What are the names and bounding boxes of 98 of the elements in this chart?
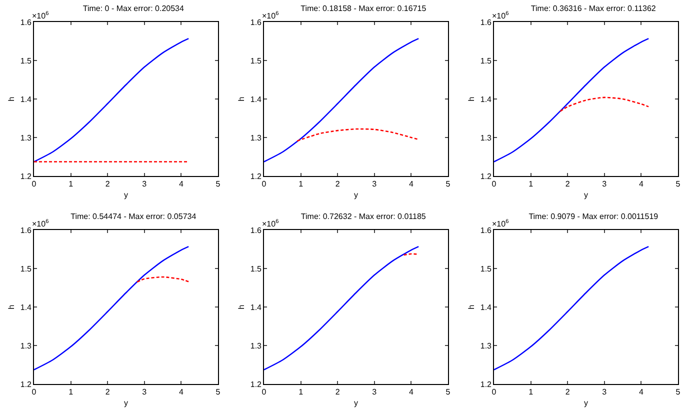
- y-tick-label: 1.3: [250, 341, 262, 350]
- x-tick-label: 0: [262, 180, 267, 188]
- y-tick-label: 1.4: [250, 302, 262, 312]
- x-tick-label: 4: [638, 388, 644, 396]
- text: ×10$^{6}$: [262, 11, 279, 20]
- y-tick-label: 1.4: [250, 94, 262, 104]
- y-tick-label: 1.3: [480, 133, 492, 142]
- y-axis-title: h: [237, 96, 246, 102]
- line-series: [264, 246, 420, 370]
- y-tick-label: 1.5: [20, 56, 32, 66]
- chart-title: Time: 0.36316 - Max error: 0.11362: [530, 4, 656, 13]
- y-tick-label: 1.2: [480, 380, 492, 389]
- x-tick-label: 1: [528, 388, 534, 396]
- x-tick-label: 4: [638, 180, 644, 188]
- x-tick-label: 3: [602, 388, 608, 396]
- x-tick-label: 3: [602, 180, 608, 188]
- x-tick-label: 1: [298, 180, 304, 188]
- y-tick-label: 1.4: [20, 302, 32, 312]
- text: ×10$^{6}$: [32, 11, 49, 20]
- y-tick-label: 1.5: [250, 264, 262, 274]
- x-axis-title: y: [124, 190, 128, 200]
- x-axis-title: y: [354, 190, 358, 200]
- x-tick-label: 1: [68, 388, 74, 396]
- y-tick-label: 1.5: [20, 264, 32, 274]
- y-tick-label: 1.6: [480, 18, 492, 27]
- line-series: [34, 38, 190, 162]
- y-tick-label: 1.2: [20, 172, 32, 181]
- x-tick-label: 2: [105, 180, 110, 188]
- x-axis-title: y: [584, 190, 588, 200]
- chart-title: Time: 0.54474 - Max error: 0.05734: [70, 212, 197, 221]
- line-series: [296, 128, 420, 142]
- line-series: [494, 246, 650, 370]
- y-tick-label: 1.5: [250, 56, 262, 66]
- y-tick-label: 1.6: [250, 18, 262, 27]
- x-tick-label: 2: [335, 180, 340, 188]
- chart-title: Time: 0 - Max error: 0.20534: [82, 4, 184, 13]
- y-tick-label: 1.6: [20, 226, 32, 235]
- y-tick-label: 1.3: [20, 341, 32, 350]
- y-tick-label: 1.6: [480, 226, 492, 235]
- x-axis-title: y: [354, 398, 358, 408]
- chart-title: Time: 0.72632 - Max error: 0.01185: [300, 212, 426, 221]
- y-tick-label: 1.2: [480, 172, 492, 181]
- y-tick-label: 1.4: [20, 94, 32, 104]
- y-tick-label: 1.3: [20, 133, 32, 142]
- x-tick-label: 5: [446, 388, 451, 396]
- text: ×10$^{6}$: [32, 219, 49, 228]
- x-tick-label: 4: [408, 180, 414, 188]
- x-tick-label: 4: [178, 388, 184, 396]
- x-tick-label: 5: [676, 180, 681, 188]
- x-tick-label: 1: [528, 180, 534, 188]
- x-tick-label: 0: [32, 180, 37, 188]
- x-tick-label: 2: [105, 388, 110, 396]
- y-tick-label: 1.2: [250, 172, 262, 181]
- x-tick-label: 4: [178, 180, 184, 188]
- x-tick-label: 0: [492, 180, 497, 188]
- y-tick-label: 1.5: [480, 56, 492, 66]
- y-axis-title: h: [467, 96, 476, 102]
- y-tick-label: 1.4: [480, 94, 492, 104]
- y-tick-label: 1.3: [250, 133, 262, 142]
- x-tick-label: 0: [492, 388, 497, 396]
- text: ×10$^{6}$: [262, 219, 279, 228]
- y-tick-label: 1.5: [480, 264, 492, 274]
- x-axis-title: y: [584, 398, 588, 408]
- x-tick-label: 0: [32, 388, 37, 396]
- x-tick-label: 4: [408, 388, 414, 396]
- y-tick-label: 1.4: [480, 302, 492, 312]
- y-axis-title: h: [7, 96, 16, 102]
- y-axis-title: h: [467, 304, 476, 310]
- y-tick-label: 1.3: [480, 341, 492, 350]
- y-axis-title: h: [7, 304, 16, 310]
- x-tick-label: 3: [142, 180, 148, 188]
- x-tick-label: 1: [298, 388, 304, 396]
- x-tick-label: 3: [372, 180, 378, 188]
- x-tick-label: 3: [372, 388, 378, 396]
- line-series: [494, 38, 650, 162]
- text: ×10$^{6}$: [492, 11, 509, 20]
- y-axis-title: h: [237, 304, 246, 310]
- x-tick-label: 2: [335, 388, 340, 396]
- y-tick-label: 1.2: [20, 380, 32, 389]
- chart-title: Time: 0.9079 - Max error: 0.0011519: [528, 212, 659, 221]
- text: ×10$^{6}$: [492, 219, 509, 228]
- line-series: [264, 38, 420, 162]
- x-tick-label: 5: [216, 388, 221, 396]
- y-tick-label: 1.6: [20, 18, 32, 27]
- x-tick-label: 5: [216, 180, 221, 188]
- line-series: [34, 246, 190, 370]
- y-tick-label: 1.6: [250, 226, 262, 235]
- y-tick-label: 1.2: [250, 380, 262, 389]
- x-tick-label: 3: [142, 388, 148, 396]
- chart-title: Time: 0.18158 - Max error: 0.16715: [300, 4, 427, 13]
- x-tick-label: 2: [565, 388, 570, 396]
- x-tick-label: 1: [68, 180, 74, 188]
- x-axis-title: y: [124, 398, 128, 408]
- x-tick-label: 2: [565, 180, 570, 188]
- x-tick-label: 5: [446, 180, 451, 188]
- line-series: [560, 96, 650, 112]
- x-tick-label: 5: [676, 388, 681, 396]
- x-tick-label: 0: [262, 388, 267, 396]
